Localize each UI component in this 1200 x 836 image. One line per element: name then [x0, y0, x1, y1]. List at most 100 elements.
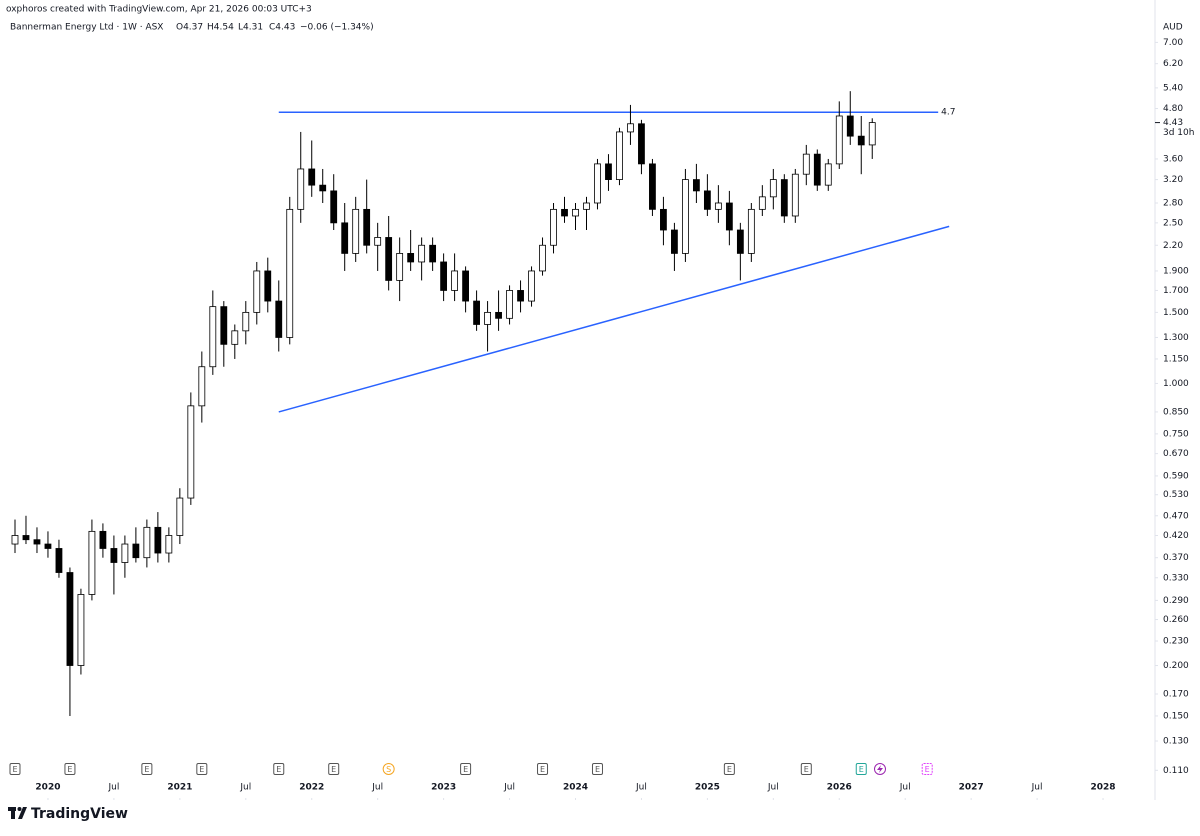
candle-body	[352, 208, 360, 254]
y-tick-label: 1.500	[1163, 308, 1189, 318]
trend-line-label: 4.7	[941, 108, 955, 118]
candle-body	[725, 202, 733, 231]
event-marker	[64, 763, 76, 775]
candle-body	[692, 179, 700, 192]
x-tick-label: 2025	[695, 783, 720, 793]
quote-value: L4.31	[238, 23, 263, 33]
candle-body	[703, 190, 711, 210]
brand-logo	[8, 807, 27, 819]
candle-body	[616, 131, 623, 180]
symbol: Bannerman Energy Ltd · 1W · ASX	[10, 23, 163, 33]
candle-body	[451, 270, 459, 291]
trend-line	[278, 225, 950, 413]
candle-body	[813, 153, 821, 186]
y-tick-label: 0.170	[1163, 690, 1189, 700]
y-tick-label: 0.530	[1163, 490, 1189, 500]
candle-body	[791, 173, 799, 217]
candle-body	[385, 237, 393, 281]
candle-body	[594, 163, 601, 204]
candle-body	[220, 306, 228, 345]
candle-body	[363, 208, 371, 246]
candle-body	[747, 208, 755, 254]
y-tick-label: 0.850	[1163, 407, 1189, 417]
candle-body	[66, 572, 74, 666]
y-tick-label: 0.110	[1163, 766, 1189, 776]
y-tick-label: 1.300	[1163, 333, 1189, 343]
x-tick-label: Jul	[635, 783, 647, 793]
candle-body	[341, 222, 349, 254]
quote-value: H4.54	[207, 23, 234, 33]
last-price-label: 4.43	[1163, 118, 1183, 128]
y-tick-label: 0.470	[1163, 511, 1189, 521]
candle-body	[484, 311, 491, 325]
y-tick-label: 1.150	[1163, 354, 1189, 364]
y-tick-label: 0.750	[1163, 429, 1189, 439]
event-marker	[382, 763, 395, 775]
candle-body	[572, 208, 579, 217]
x-tick-label: 2027	[959, 783, 984, 793]
candle-body	[835, 115, 843, 165]
candle-body	[495, 311, 502, 319]
candle-body	[55, 548, 63, 573]
event-label: E	[595, 765, 600, 774]
x-tick-label: 2026	[827, 783, 852, 793]
event-marker	[141, 763, 153, 775]
x-tick-label: Jul	[503, 783, 515, 793]
countdown: 3d 10h	[1163, 128, 1194, 138]
event-label: E	[463, 765, 468, 774]
brand: TradingView	[31, 806, 128, 822]
y-tick-label: 0.370	[1163, 553, 1189, 563]
event-marker	[9, 763, 21, 775]
candle-body	[802, 153, 810, 175]
candle-body	[605, 163, 612, 180]
y-tick-label: 7.00	[1163, 38, 1183, 48]
y-tick-label: 4.80	[1163, 104, 1183, 114]
event-icon	[874, 763, 886, 775]
candle-body	[110, 548, 118, 563]
x-tick-label: 2021	[167, 783, 192, 793]
candle-body	[517, 290, 524, 302]
event-label: E	[12, 765, 17, 774]
x-tick-label: 2024	[563, 783, 588, 793]
y-tick-label: 2.50	[1163, 218, 1183, 228]
candle-body	[242, 311, 250, 332]
candle-body	[264, 270, 272, 302]
candle-body	[440, 261, 448, 291]
x-tick-label: 2023	[431, 783, 456, 793]
candle-body	[308, 168, 316, 186]
candle-body	[143, 526, 151, 559]
event-marker	[328, 763, 340, 775]
y-tick-label: 0.290	[1163, 596, 1189, 606]
currency: AUD	[1163, 23, 1183, 33]
candle-body	[506, 290, 513, 319]
candle-body	[286, 208, 294, 338]
x-tick-label: 2028	[1091, 783, 1116, 793]
event-label: E	[540, 765, 545, 774]
candle-body	[550, 208, 557, 246]
candle-body	[154, 526, 162, 554]
y-tick-label: 1.700	[1163, 286, 1189, 296]
event-label: E	[727, 765, 732, 774]
event-marker	[591, 763, 603, 775]
event-marker	[460, 763, 472, 775]
candle-body	[319, 184, 327, 192]
candle-body	[176, 497, 184, 536]
event-marker	[800, 763, 812, 775]
candle-body	[462, 270, 469, 302]
x-tick-label: 2022	[299, 783, 324, 793]
candle-body	[473, 300, 480, 325]
x-tick-label: Jul	[899, 783, 911, 793]
candle-body	[187, 405, 195, 499]
event-label: S	[386, 765, 391, 774]
event-marker	[921, 763, 933, 775]
candle-body	[297, 168, 305, 210]
event-label: E	[859, 765, 864, 774]
candle-body	[780, 179, 788, 217]
x-tick-label: Jul	[107, 783, 119, 793]
credit: oxphoros created with TradingView.com, A…	[6, 5, 312, 15]
x-tick-label: 2020	[35, 783, 60, 793]
candle-body	[77, 594, 85, 666]
candle-body	[44, 543, 52, 549]
